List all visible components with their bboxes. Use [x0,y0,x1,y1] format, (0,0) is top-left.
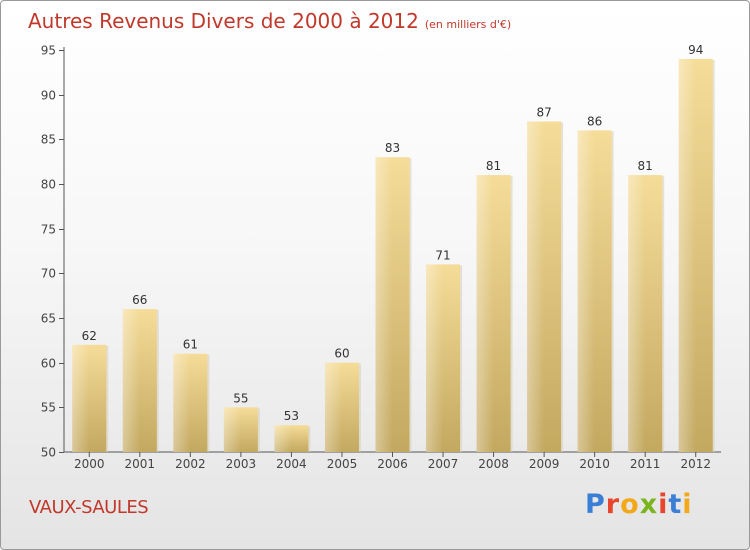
bar-highlight [274,425,292,452]
unit-note: (en milliers d'€) [424,18,512,31]
logo-letter: P [585,489,606,520]
bar-highlight [223,407,241,452]
data-label: 60 [334,347,349,361]
x-tick-label: 2012 [680,457,711,471]
title-text: Autres Revenus Divers de 2000 à 2012 [28,9,419,33]
y-tick-label: 70 [41,267,56,281]
y-tick-label: 85 [41,133,56,147]
x-tick-label: 2005 [327,457,358,471]
logo-letter: o [620,489,640,520]
data-label: 62 [82,329,97,343]
y-tick-label: 95 [41,44,56,58]
y-tick-label: 65 [41,312,56,326]
x-tick-label: 2003 [226,457,257,471]
x-tick-label: 2007 [428,457,459,471]
data-label: 83 [385,141,400,155]
data-label: 71 [435,248,450,262]
data-label: 87 [536,105,551,119]
proxiti-logo: Proxiti [585,489,693,520]
bar-highlight [426,264,444,452]
bar-highlight [122,309,140,452]
bar-highlight [72,344,90,452]
x-tick-label: 2006 [377,457,408,471]
y-tick-label: 90 [41,89,56,103]
data-label: 61 [183,338,198,352]
logo-letter: x [639,489,659,520]
bar-highlight [476,175,494,453]
data-label: 53 [284,409,299,423]
x-tick-label: 2010 [579,457,610,471]
logo-letter: r [605,489,621,520]
y-tick-label: 75 [41,223,56,237]
data-label: 55 [233,391,248,405]
y-tick-label: 55 [41,401,56,415]
data-label: 86 [587,114,602,128]
x-tick-label: 2004 [276,457,307,471]
x-tick-label: 2009 [529,457,560,471]
bar-highlight [173,353,191,452]
y-tick-label: 60 [41,357,56,371]
logo-letter: t [668,489,683,520]
x-tick-label: 2011 [630,457,661,471]
y-tick-label: 50 [41,446,56,460]
location-label: VAUX-SAULES [29,497,149,518]
y-tick-label: 80 [41,178,56,192]
x-tick-label: 2002 [175,457,206,471]
data-label: 66 [132,293,147,307]
logo-letter: i [682,489,693,520]
x-tick-label: 2000 [74,457,105,471]
bar-highlight [678,58,696,452]
bar-highlight [527,121,545,452]
x-tick-label: 2001 [125,457,156,471]
bar-highlight [375,157,393,452]
chart-title: Autres Revenus Divers de 2000 à 2012 (en … [28,9,511,33]
data-label: 81 [638,159,653,173]
data-label: 94 [688,43,703,57]
bar-highlight [577,130,595,452]
bar-highlight [628,175,646,453]
data-label: 81 [486,159,501,173]
logo-letter: i [658,489,669,520]
x-tick-label: 2008 [478,457,509,471]
bar-highlight [324,362,342,452]
